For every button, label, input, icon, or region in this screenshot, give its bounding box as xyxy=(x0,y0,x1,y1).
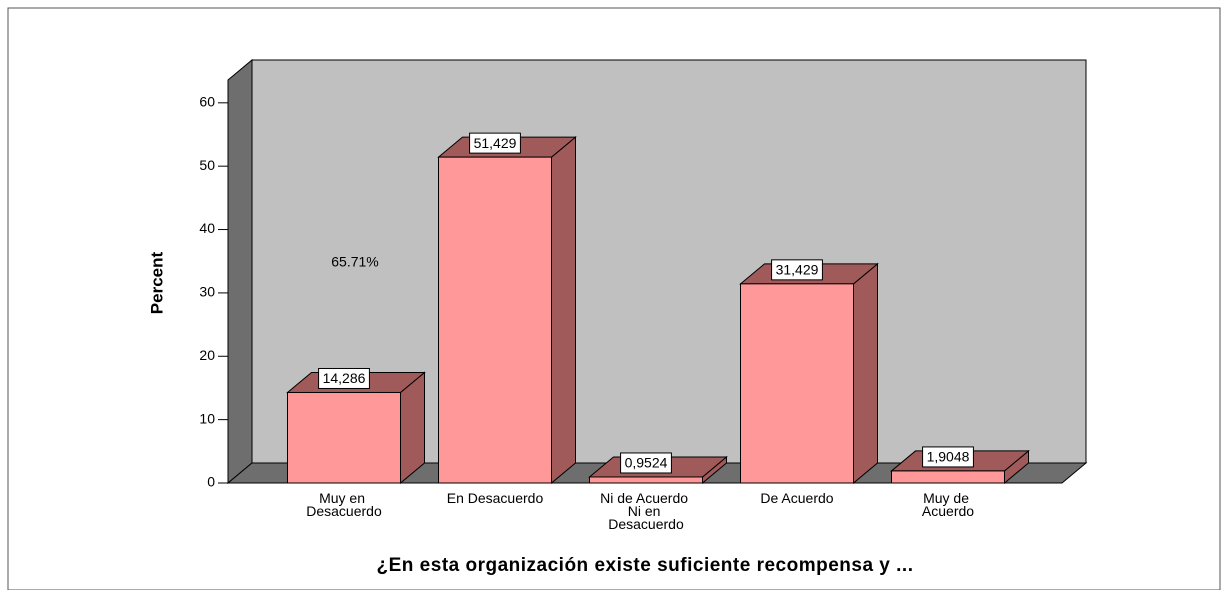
bar-front xyxy=(740,283,854,484)
bar xyxy=(739,262,879,485)
bar-side xyxy=(551,136,576,485)
y-tick-label: 50 xyxy=(199,157,215,173)
bar-front xyxy=(287,391,401,484)
value-label: 31,429 xyxy=(776,262,819,278)
value-label: 14,286 xyxy=(323,370,366,386)
bar-front xyxy=(438,156,552,484)
x-tick-label: Muy en Desacuerdo xyxy=(306,490,382,519)
y-tick-label: 40 xyxy=(199,220,215,236)
y-tick-label: 20 xyxy=(199,347,215,363)
y-tick-label: 0 xyxy=(207,474,215,490)
x-tick-label: Ni de Acuerdo Ni en Desacuerdo xyxy=(600,490,692,532)
x-tick-label: Muy de Acuerdo xyxy=(922,490,974,519)
y-tick-label: 60 xyxy=(199,94,215,110)
value-label: 0,9524 xyxy=(625,455,668,471)
bar xyxy=(286,371,426,485)
left-wall xyxy=(227,58,253,485)
value-label-box xyxy=(922,446,974,468)
bar-side xyxy=(853,262,878,485)
value-label: 51,429 xyxy=(474,135,517,151)
bar-front xyxy=(589,476,703,484)
bar-front xyxy=(891,470,1005,484)
value-label-box xyxy=(620,452,672,474)
y-tick-label: 10 xyxy=(199,410,215,426)
x-tick-label: En Desacuerdo xyxy=(447,490,544,506)
annotation: 65.71% xyxy=(331,254,378,270)
bar xyxy=(437,136,577,485)
value-label-box xyxy=(318,367,370,389)
y-axis-label: Percent xyxy=(147,251,166,314)
x-axis-label: ¿En esta organización existe suficiente … xyxy=(377,555,914,576)
y-tick-label: 30 xyxy=(199,284,215,300)
value-label: 1,9048 xyxy=(927,449,970,465)
value-label-box xyxy=(469,132,521,154)
value-label-box xyxy=(771,259,823,281)
x-tick-label: De Acuerdo xyxy=(760,490,833,506)
